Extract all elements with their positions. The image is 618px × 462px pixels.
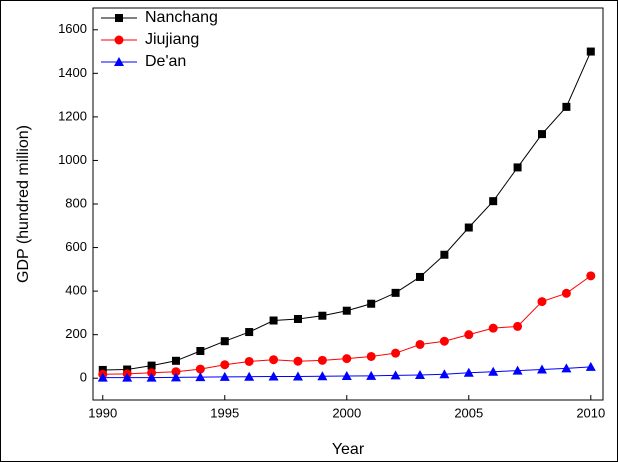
marker <box>195 372 206 382</box>
x-tick-label: 1995 <box>210 405 239 420</box>
marker <box>170 372 181 382</box>
marker <box>513 321 523 331</box>
marker <box>440 250 449 259</box>
marker <box>390 370 401 380</box>
y-tick-label: 1000 <box>58 152 87 167</box>
marker <box>489 197 498 206</box>
marker <box>293 314 302 323</box>
marker <box>269 316 278 325</box>
marker <box>147 361 156 370</box>
marker <box>562 102 571 111</box>
marker <box>171 356 180 365</box>
marker <box>513 163 522 172</box>
y-tick-label: 800 <box>65 195 87 210</box>
marker <box>512 365 523 375</box>
marker <box>146 372 157 382</box>
marker <box>488 366 499 376</box>
marker <box>366 370 377 380</box>
marker <box>488 323 498 333</box>
marker <box>269 355 279 365</box>
legend-label: Nanchang <box>145 9 218 26</box>
marker <box>342 354 352 364</box>
marker <box>561 363 572 373</box>
x-tick-label: 2005 <box>454 405 483 420</box>
marker <box>586 271 596 281</box>
marker <box>464 223 473 232</box>
y-tick-label: 400 <box>65 283 87 298</box>
y-tick-label: 0 <box>80 370 87 385</box>
legend-label: De'an <box>145 53 186 70</box>
marker <box>391 348 401 358</box>
marker <box>342 306 351 315</box>
marker <box>292 371 303 381</box>
marker <box>97 372 108 382</box>
legend-marker <box>115 14 123 22</box>
marker <box>245 328 254 337</box>
marker <box>317 355 327 365</box>
marker <box>415 339 425 349</box>
marker <box>537 297 547 307</box>
marker <box>585 361 596 371</box>
marker <box>219 371 230 381</box>
marker <box>244 356 254 366</box>
marker <box>317 371 328 381</box>
marker <box>439 369 450 379</box>
marker <box>536 364 547 374</box>
x-tick-label: 1990 <box>88 405 117 420</box>
y-axis-label: GDP (hundred million) <box>15 125 32 283</box>
marker <box>537 130 546 139</box>
y-tick-label: 200 <box>65 326 87 341</box>
y-tick-label: 1200 <box>58 108 87 123</box>
marker <box>268 371 279 381</box>
marker <box>415 272 424 281</box>
x-tick-label: 2000 <box>332 405 361 420</box>
marker <box>318 311 327 320</box>
marker <box>195 364 205 374</box>
marker <box>341 371 352 381</box>
marker <box>439 336 449 346</box>
y-tick-label: 1400 <box>58 65 87 80</box>
marker <box>196 347 205 355</box>
marker <box>463 367 474 377</box>
marker <box>464 330 474 340</box>
marker <box>586 47 595 56</box>
marker <box>171 367 181 377</box>
marker <box>367 299 376 308</box>
y-tick-label: 1600 <box>58 21 87 36</box>
legend-marker <box>114 57 124 66</box>
legend-label: Jiujiang <box>145 31 199 48</box>
y-tick-label: 600 <box>65 239 87 254</box>
marker <box>366 351 376 361</box>
marker <box>391 288 400 297</box>
legend-marker <box>114 35 124 45</box>
marker <box>414 369 425 379</box>
marker <box>220 337 229 346</box>
x-tick-label: 2010 <box>576 405 605 420</box>
marker <box>220 360 230 370</box>
x-axis-label: Year <box>332 441 365 458</box>
marker <box>122 372 133 382</box>
marker <box>561 288 571 298</box>
marker <box>293 356 303 366</box>
marker <box>244 371 255 381</box>
